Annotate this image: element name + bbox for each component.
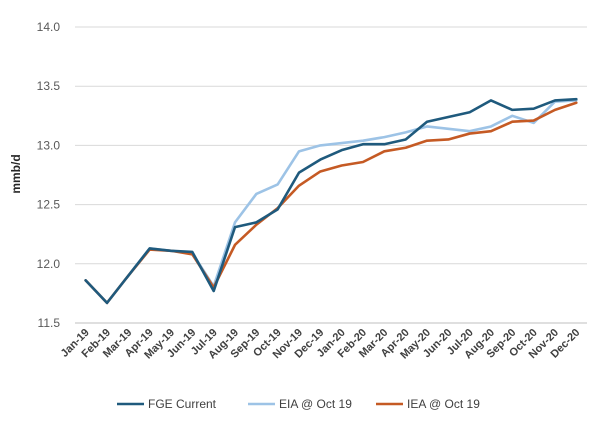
series-line-iea-oct-19 — [84, 101, 578, 305]
series-lines — [84, 97, 578, 305]
y-tick-label: 14.0 — [37, 20, 61, 34]
y-axis-label: mmb/d — [9, 154, 23, 193]
legend: FGE Current EIA @ Oct 19 IEA @ Oct 19 — [117, 397, 480, 411]
x-axis: Jan-19Feb-19Mar-19Apr-19May-19Jun-19Jul-… — [59, 322, 587, 361]
y-tick-label: 13.0 — [37, 138, 61, 152]
y-tick-label: 12.0 — [37, 257, 61, 271]
legend-label: EIA @ Oct 19 — [279, 397, 352, 411]
y-tick-label: 13.5 — [37, 79, 61, 93]
legend-label: IEA @ Oct 19 — [407, 397, 480, 411]
y-tick-label: 11.5 — [38, 316, 61, 330]
y-tick-label: 12.5 — [37, 198, 61, 212]
series-line-fge-current — [84, 97, 578, 305]
series-line-eia-oct-19 — [84, 99, 578, 305]
legend-label: FGE Current — [148, 397, 217, 411]
y-axis: 11.5 12.0 12.5 13.0 13.5 14.0 — [37, 20, 61, 330]
gridlines — [75, 26, 587, 324]
